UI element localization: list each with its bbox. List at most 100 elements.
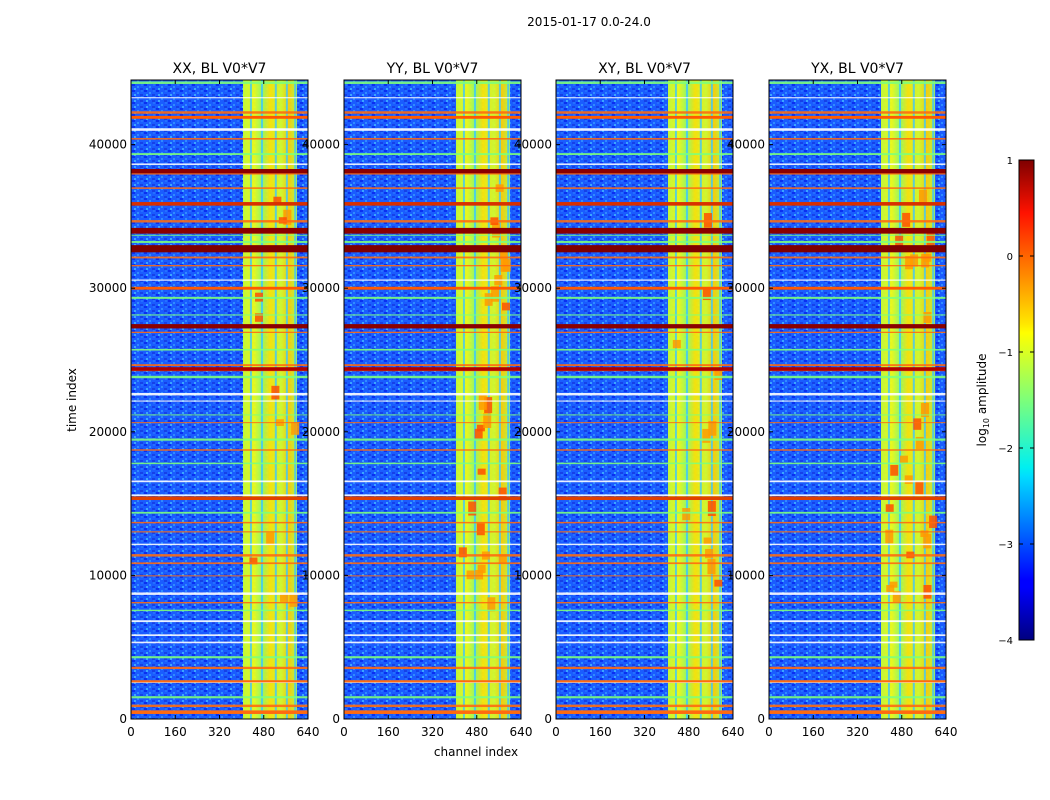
y-tick-label: 20000 [727, 425, 765, 439]
amplitude-blob [902, 212, 911, 227]
time-row [556, 575, 733, 577]
time-row [131, 601, 308, 604]
amplitude-blob [703, 537, 712, 545]
amplitude-blob [499, 249, 508, 260]
x-tick-label: 640 [297, 725, 320, 739]
panel-xx: XX, BL V0*V7 0 160 320 480 640 0 10000 20000 300… [89, 61, 320, 739]
y-tick-label: 20000 [89, 425, 127, 439]
x-tick-label: 0 [765, 725, 773, 739]
amplitude-blob [291, 422, 300, 435]
time-row-high [131, 169, 308, 174]
channel-stripe [699, 80, 702, 719]
y-tick-label: 0 [332, 712, 340, 726]
time-row [131, 172, 308, 175]
time-row [131, 296, 308, 299]
time-row [131, 666, 308, 670]
channel-stripe [498, 80, 501, 719]
time-row [769, 641, 946, 644]
time-row [556, 172, 733, 175]
colorbar-ticks: 1 0 −1 −2 −3 −4 [998, 156, 1034, 647]
channel-stripe [912, 80, 915, 719]
colorbar: 10−1−2−3−4 log10 amplitude [975, 156, 1035, 647]
time-row-high [344, 680, 521, 683]
time-row [769, 620, 946, 623]
amplitude-blob [491, 286, 500, 302]
time-row [344, 543, 521, 546]
time-row [131, 449, 308, 451]
time-row [344, 187, 521, 189]
colorbar-tick-label: 0 [1007, 252, 1013, 263]
time-row [769, 609, 946, 612]
time-row-high [556, 286, 733, 290]
time-row-high [131, 115, 308, 119]
channel-stripe [674, 80, 677, 719]
y-tick-label: 30000 [514, 281, 552, 295]
x-tick-label: 640 [510, 725, 533, 739]
time-row [769, 521, 946, 524]
time-row [769, 511, 946, 514]
time-row [556, 138, 733, 140]
time-row-high [344, 286, 521, 290]
amplitude-blob [484, 397, 493, 414]
time-row [344, 449, 521, 451]
time-row [556, 696, 733, 699]
time-row-high [556, 367, 733, 371]
colorbar-label: log10 amplitude [975, 354, 991, 447]
time-row [344, 521, 521, 524]
amplitude-blob [478, 394, 487, 410]
time-row [769, 392, 946, 396]
x-tick-label: 320 [421, 725, 444, 739]
time-row [556, 641, 733, 644]
time-row [131, 511, 308, 514]
time-row-high [769, 286, 946, 290]
time-row [131, 521, 308, 524]
time-row [556, 620, 733, 623]
time-row [344, 634, 521, 637]
time-row [769, 163, 946, 165]
time-row [344, 562, 521, 565]
amplitude-blob [714, 368, 723, 381]
time-row [556, 656, 733, 659]
time-row [556, 163, 733, 165]
time-row-high [556, 496, 733, 501]
time-row [344, 422, 521, 424]
ticks-yy: 0 160 320 480 640 0 10000 20000 30000 40000 [302, 80, 533, 739]
x-tick-label: 0 [127, 725, 135, 739]
time-row [556, 392, 733, 396]
time-row [556, 554, 733, 557]
channel-stripe [260, 80, 263, 719]
time-row [556, 449, 733, 451]
colorbar-tick-label: −2 [998, 444, 1013, 455]
colorbar-gradient [1018, 159, 1035, 641]
time-row [131, 531, 308, 533]
time-row [131, 187, 308, 189]
heatmap-rows-xx [131, 80, 308, 719]
amplitude-blob [458, 547, 467, 558]
time-row [344, 656, 521, 659]
time-row [344, 414, 521, 416]
y-tick-label: 20000 [302, 425, 340, 439]
time-row [769, 234, 946, 236]
amplitude-blob [905, 255, 914, 270]
x-tick-label: 160 [802, 725, 825, 739]
panel-yy: YY, BL V0*V7 0 160 320 480 640 0 10000 20000 300… [302, 61, 533, 739]
amplitude-blob [913, 418, 922, 430]
amplitude-blob [890, 464, 899, 476]
time-row [344, 592, 521, 595]
time-row [344, 97, 521, 99]
time-row [556, 543, 733, 546]
time-row [131, 575, 308, 577]
amplitude-blob [476, 523, 485, 536]
time-row [556, 462, 733, 465]
time-row [131, 256, 308, 259]
amplitude-blob [255, 313, 264, 322]
time-row-high [344, 496, 521, 501]
ticks-xx: 0 160 320 480 640 0 10000 20000 30000 40000 [89, 80, 320, 739]
time-row [769, 543, 946, 546]
time-row-high [344, 710, 521, 714]
amplitude-blob [921, 402, 930, 417]
time-row [556, 314, 733, 316]
channel-stripe [285, 80, 288, 719]
panel-xy: XY, BL V0*V7 0 160 320 480 640 0 10000 20000 300… [514, 61, 745, 739]
time-row-high [556, 169, 733, 174]
